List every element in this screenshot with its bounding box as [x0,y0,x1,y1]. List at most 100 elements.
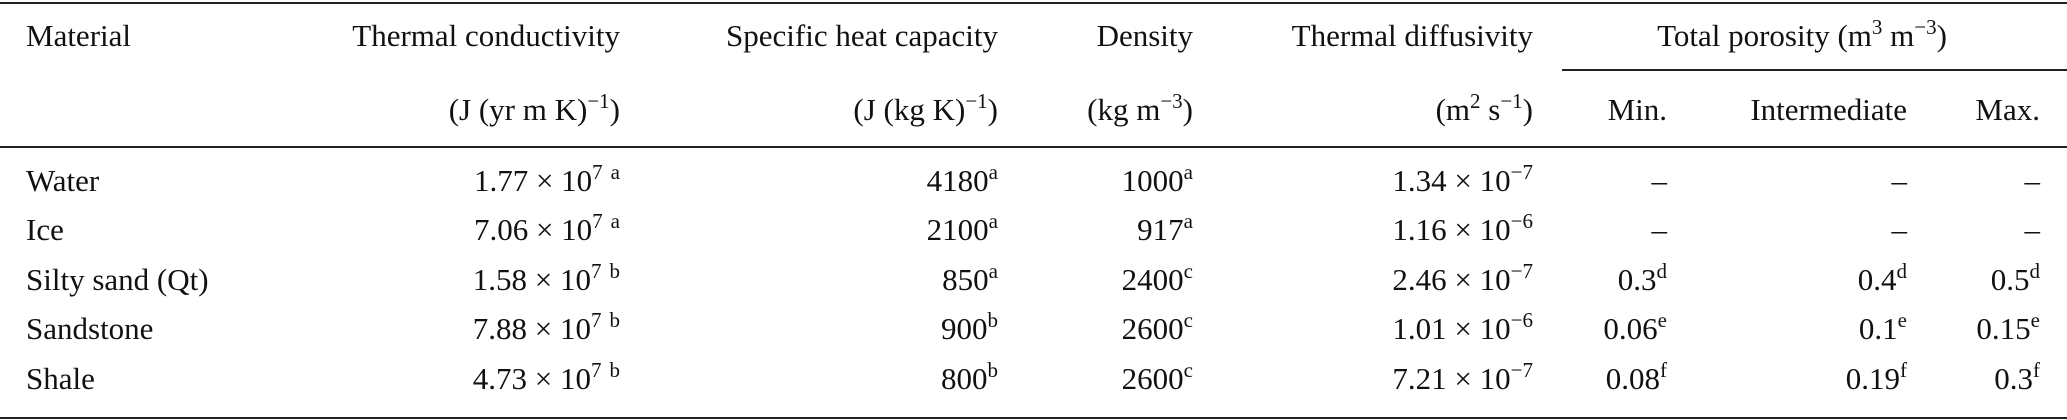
column-header: Material [26,20,131,51]
superscript: −3 [1160,89,1183,113]
material: Sandstone [26,313,153,344]
text: (J (kg K) [853,92,966,127]
superscript: −6 [1510,209,1533,233]
cell: 917a [1137,211,1193,247]
superscript: b [609,358,621,382]
superscript: a [610,160,620,184]
cell: 0.19f [1846,360,1907,395]
text: 0.15 [1976,311,2031,346]
material: Shale [26,363,95,394]
text: ) [1522,92,1533,127]
cell: 1.58 × 107 b [472,261,620,297]
text: 2100 [926,212,989,247]
cell: 2400c [1122,261,1193,296]
text: Water [26,163,100,198]
superscript: b [609,308,621,332]
cell: 2.46 × 10−7 [1392,261,1533,296]
cell: 2100a [926,211,998,247]
text: Total porosity (m [1657,18,1872,53]
cell: 0.08f [1605,360,1667,396]
subcolumn-header: Max. [1975,94,2040,125]
group-rule [1562,69,2067,71]
superscript: e [1897,308,1907,332]
text: – [1891,212,1908,247]
text: 917 [1137,212,1184,247]
text: Thermal conductivity [352,18,620,53]
cell: 7.06 × 107 a [473,211,620,247]
column-unit: (kg m−3) [1087,91,1193,127]
text: Specific heat capacity [726,18,998,53]
material: Water [26,165,99,196]
text: m [1882,18,1915,53]
superscript: 7 [591,308,602,332]
text: (kg m [1087,92,1161,127]
superscript: 3 [1871,15,1883,39]
cell: – [1652,214,1668,245]
text: (J (yr m K) [448,92,588,127]
text: Silty sand (Qt) [26,262,209,297]
material: Ice [26,214,64,245]
text: – [1651,163,1668,198]
text: Sandstone [26,311,154,346]
text: 850 [942,262,989,297]
text: 1.58 × 10 [472,262,591,297]
superscript: a [988,209,998,233]
text: (m [1435,92,1470,127]
superscript: c [1183,308,1193,332]
text: – [1891,163,1908,198]
superscript: −3 [1914,15,1937,39]
text: 1.16 × 10 [1392,212,1511,247]
text: ) [987,92,998,127]
text: ) [1182,92,1193,127]
superscript: f [1900,358,1907,382]
bottom-rule [0,417,2067,419]
text: Material [26,18,132,53]
cell: 7.21 × 10−7 [1392,360,1533,395]
superscript: −7 [1510,358,1533,382]
superscript: d [1896,259,1908,283]
subcolumn-header: Min. [1608,94,1667,125]
text: 4180 [926,163,989,198]
superscript: −1 [1500,89,1523,113]
column-header: Thermal conductivity [352,20,620,51]
text: 2600 [1121,311,1184,346]
material: Silty sand (Qt) [26,264,209,295]
superscript: f [2033,358,2040,382]
superscript: 2 [1470,89,1481,113]
cell: – [1892,165,1908,196]
superscript: 7 [592,209,603,233]
superscript: −1 [965,89,988,113]
cell: 4180a [926,162,998,198]
cell: 7.88 × 107 b [473,310,620,345]
text: 1.01 × 10 [1392,311,1511,346]
superscript: a [988,160,998,184]
superscript: d [2029,259,2041,283]
superscript: a [988,259,998,283]
text: 0.4 [1857,262,1897,297]
superscript: a [1183,160,1193,184]
header-rule [0,146,2067,148]
text: 7.06 × 10 [473,212,593,247]
text: 0.3 [1994,361,2033,396]
text: s [1480,92,1501,127]
text: 0.3 [1617,262,1657,297]
superscript: 7 [591,358,602,382]
text: Min. [1607,92,1667,127]
column-header: Thermal diffusivity [1292,20,1533,51]
text: 0.08 [1605,361,1660,396]
cell: 0.4d [1857,261,1907,297]
text: – [2024,212,2041,247]
superscript: 7 [592,160,603,184]
superscript: a [610,209,620,233]
text: Thermal diffusivity [1291,18,1533,53]
column-header: Specific heat capacity [726,20,998,51]
cell: – [2025,214,2041,245]
text: Intermediate [1750,92,1907,127]
cell: 900b [941,310,998,345]
cell: 4.73 × 107 b [473,360,620,395]
superscript: b [987,308,999,332]
cell: 1.01 × 10−6 [1392,310,1533,346]
cell: 2600c [1121,310,1193,346]
cell: 0.5d [1991,261,2040,296]
